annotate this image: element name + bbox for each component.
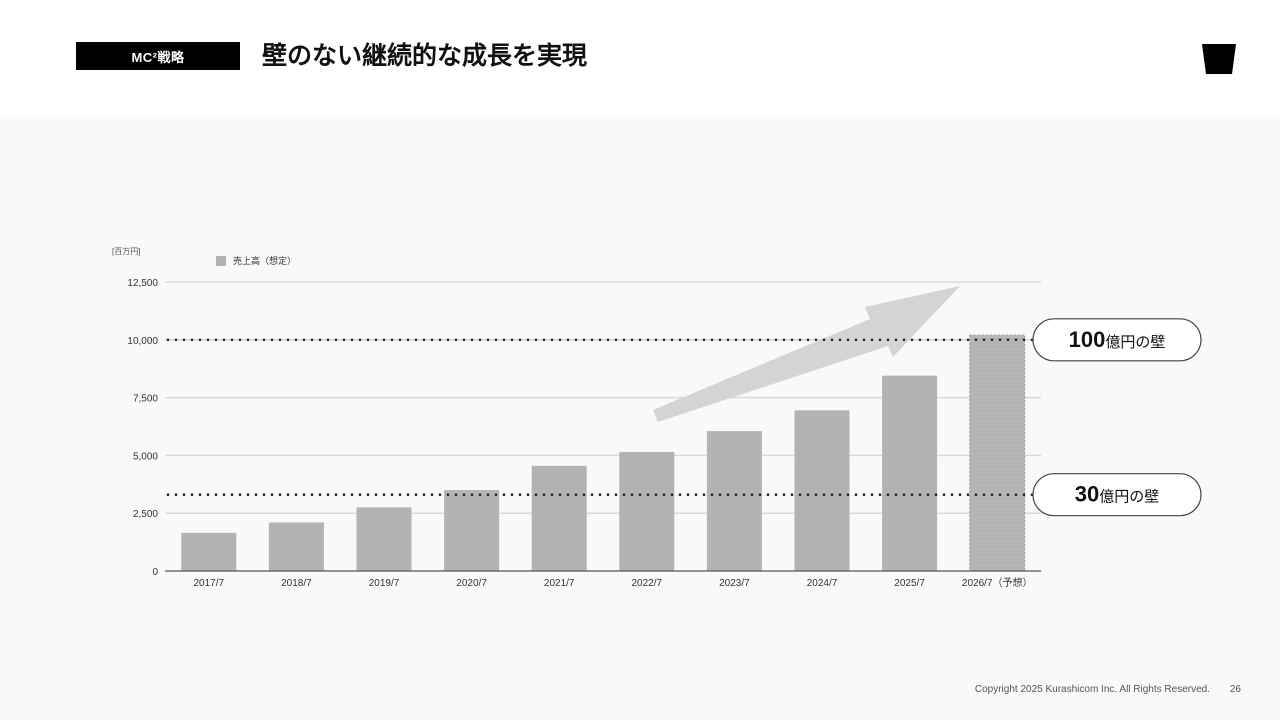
cup-logo-icon [1202,44,1236,74]
sales-bar-chart: 0 2,500 5,000 7,500 10,000 12,500 [百万円] 2017/7 2… [112,247,1202,589]
page-number: 26 [1229,684,1241,695]
bar-2020/7 [444,490,500,571]
y-tick-label: 10,000 [127,336,158,347]
x-tick-label: 2020/7 [456,578,487,589]
legend-label: 売上高（想定） [233,255,296,266]
bar-2021/7 [531,465,587,571]
x-tick-label: 2024/7 [807,578,838,589]
bar-2019/7 [356,507,412,571]
y-tick-label: 12,500 [127,278,158,289]
slide-footer: Copyright 2025 Kurashicom Inc. All Right… [0,684,1280,700]
bar-2017/7 [181,532,237,571]
reference-callout-100 [1032,318,1202,362]
bar-2023/7 [706,431,762,571]
x-tick-label: 2017/7 [194,578,225,589]
y-tick-label: 7,500 [133,394,158,405]
legend-swatch [216,256,226,266]
bar-2024/7 [794,410,850,571]
bar-2026/7（予想） [969,334,1026,572]
y-tick-label: 0 [152,567,158,578]
bar-2018/7 [268,522,324,571]
x-tick-label: 2026/7（予想） [962,576,1033,589]
slide-title: 壁のない継続的な成長を実現 [262,42,588,70]
reference-label-30: 30億円の壁 [1075,482,1160,507]
section-tag: MC²戦略 [76,42,240,70]
reference-label-100: 100億円の壁 [1069,327,1166,352]
y-tick-label: 2,500 [133,509,158,520]
copyright-text: Copyright 2025 Kurashicom Inc. All Right… [974,684,1210,695]
x-tick-label: 2021/7 [544,578,575,589]
y-unit-label: [百万円] [112,247,140,256]
x-tick-label: 2019/7 [369,578,400,589]
bar-2022/7 [619,451,675,571]
growth-arrow [653,286,960,422]
reference-callout-30 [1032,473,1202,517]
y-tick-label: 5,000 [133,451,158,462]
chart-panel: 0 2,500 5,000 7,500 10,000 12,500 [百万円] 2017/7 2… [0,116,1280,720]
x-tick-label: 2022/7 [632,578,663,589]
slide-header: MC²戦略 壁のない継続的な成長を実現 [0,0,1280,116]
bar-2025/7 [882,375,938,571]
x-tick-label: 2023/7 [719,578,750,589]
x-tick-label: 2025/7 [894,578,925,589]
x-tick-label: 2018/7 [281,578,312,589]
